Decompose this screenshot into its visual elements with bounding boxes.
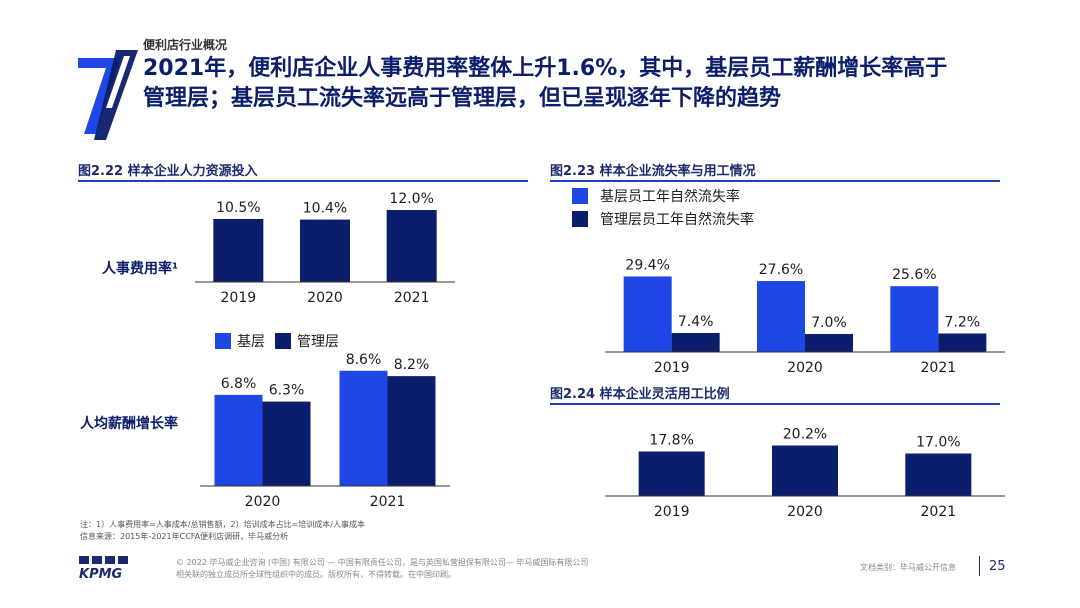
legend-label-grassroots-turnover: 基层员工年自然流失率 <box>600 189 740 205</box>
page-headline: 2021年，便利店企业人事费用率整体上升1.6%，其中，基层员工薪酬增长率高于 … <box>143 54 1043 114</box>
x-tick-2020: 2020 <box>307 290 343 306</box>
figure-2-22-rule <box>78 180 528 182</box>
turnover-legend: 基层员工年自然流失率 管理层员工年自然流失率 <box>572 186 832 232</box>
labor-cost-ratio-chart: 10.5% 2019 10.4% 2020 12.0% 2021 <box>195 191 455 306</box>
data-label-2021-0: 8.6% <box>346 352 382 368</box>
chapter-number-graphic <box>78 50 138 140</box>
x-tick-2021: 2021 <box>394 290 430 306</box>
data-label-2021-0: 12.0% <box>389 191 433 207</box>
salary-growth-legend: 基层 管理层 <box>215 331 435 351</box>
labor-cost-ratio-label: 人事费用率¹ <box>102 261 179 277</box>
x-tick-2019: 2019 <box>221 290 257 306</box>
data-label-2019-0: 10.5% <box>216 200 260 216</box>
kpmg-logo: KPMG <box>79 556 128 580</box>
bar-2021-0 <box>890 286 939 352</box>
data-label-2020-0: 6.8% <box>221 376 257 392</box>
data-label-2021-1: 8.2% <box>394 357 430 373</box>
legend-swatch-grassroots <box>215 333 231 349</box>
notes: 注：1）人事费用率=人事成本/总销售额，2）培训成本占比=培训成本/人事成本 信… <box>80 519 365 543</box>
x-tick-2019: 2019 <box>654 360 690 376</box>
x-tick-2021: 2021 <box>921 504 957 520</box>
bar-2020-0 <box>214 394 263 486</box>
data-label-2020-0: 10.4% <box>303 201 347 217</box>
x-tick-2021: 2021 <box>921 360 957 376</box>
bar-2021-0 <box>339 370 388 486</box>
legend-swatch-grassroots-turnover <box>572 188 588 204</box>
figure-2-24-title: 图2.24 样本企业灵活用工比例 <box>550 387 730 402</box>
data-label-2021-0: 25.6% <box>892 267 936 283</box>
headline-line-1: 2021年，便利店企业人事费用率整体上升1.6%，其中，基层员工薪酬增长率高于 <box>143 56 948 81</box>
data-label-2019-0: 29.4% <box>625 257 669 273</box>
data-label-2020-1: 7.0% <box>811 315 847 331</box>
figure-2-23-title: 图2.23 样本企业流失率与用工情况 <box>550 164 756 179</box>
legend-label-management: 管理层 <box>297 334 339 350</box>
bar-2020-1 <box>262 401 311 486</box>
bar-2019-0 <box>213 219 264 282</box>
legend-label-management-turnover: 管理层员工年自然流失率 <box>600 212 754 228</box>
bar-2020-1 <box>805 334 853 352</box>
bar-2021-1 <box>938 333 987 352</box>
page-number: 25 <box>989 559 1006 574</box>
figure-2-22-title: 图2.22 样本企业人力资源投入 <box>78 164 258 179</box>
headline-line-2: 管理层；基层员工流失率远高于管理层，但已呈现逐年下降的趋势 <box>143 86 782 111</box>
bar-2020-0 <box>757 281 805 352</box>
x-tick-2020: 2020 <box>245 494 281 510</box>
salary-growth-chart: 6.8% 6.3% 2020 8.6% 8.2% 2021 <box>200 352 450 510</box>
legend-swatch-management <box>275 333 291 349</box>
bar-2020-0 <box>772 445 838 496</box>
section-label: 便利店行业概况 <box>143 38 228 52</box>
data-label-2021-0: 17.0% <box>916 435 960 451</box>
figure-2-23-rule <box>550 180 1000 182</box>
bar-2019-0 <box>638 451 705 496</box>
bar-2019-0 <box>623 276 672 352</box>
x-tick-2021: 2021 <box>370 494 406 510</box>
note-definitions: 注：1）人事费用率=人事成本/总销售额，2）培训成本占比=培训成本/人事成本 <box>80 520 365 529</box>
legend-swatch-management-turnover <box>572 211 588 227</box>
data-label-2020-0: 27.6% <box>759 262 803 278</box>
x-tick-2020: 2020 <box>787 504 823 520</box>
kpmg-logo-text: KPMG <box>79 567 123 580</box>
legend-label-grassroots: 基层 <box>237 334 265 350</box>
data-label-2021-1: 7.2% <box>945 314 981 330</box>
bar-2021-1 <box>387 376 436 486</box>
note-source: 信息来源：2015年-2021年CCFA便利店调研，毕马威分析 <box>80 532 289 541</box>
footer-copyright-line-1: © 2022 毕马威企业咨询 (中国) 有限公司 — 中国有限责任公司，是与英国… <box>176 558 589 567</box>
data-label-2019-1: 7.4% <box>678 314 714 330</box>
x-tick-2020: 2020 <box>787 360 823 376</box>
data-label-2020-1: 6.3% <box>269 383 305 399</box>
data-label-2020-0: 20.2% <box>783 427 827 443</box>
turnover-chart: 29.4% 7.4% 2019 27.6% 7.0% 2020 25.6% 7.2% 2021 <box>605 257 1005 376</box>
bar-2019-1 <box>671 332 720 352</box>
flexible-employment-chart: 17.8% 2019 20.2% 2020 17.0% 2021 <box>605 427 1005 520</box>
bar-2021-0 <box>905 453 972 496</box>
figure-2-24-rule <box>550 403 1000 405</box>
footer-copyright: © 2022 毕马威企业咨询 (中国) 有限公司 — 中国有限责任公司，是与英国… <box>176 557 588 581</box>
x-tick-2019: 2019 <box>654 504 690 520</box>
footer-copyright-line-2: 相关联的独立成员所全球性组织中的成员。版权所有，不得转载。在中国印刷。 <box>176 570 456 579</box>
bar-2020-0 <box>300 219 350 282</box>
document-classification: 文档类别：毕马威公开信息 <box>860 563 956 572</box>
bar-2021-0 <box>386 210 437 282</box>
page-number-divider <box>979 556 980 576</box>
salary-growth-label: 人均薪酬增长率 <box>80 416 178 432</box>
data-label-2019-0: 17.8% <box>649 433 693 449</box>
